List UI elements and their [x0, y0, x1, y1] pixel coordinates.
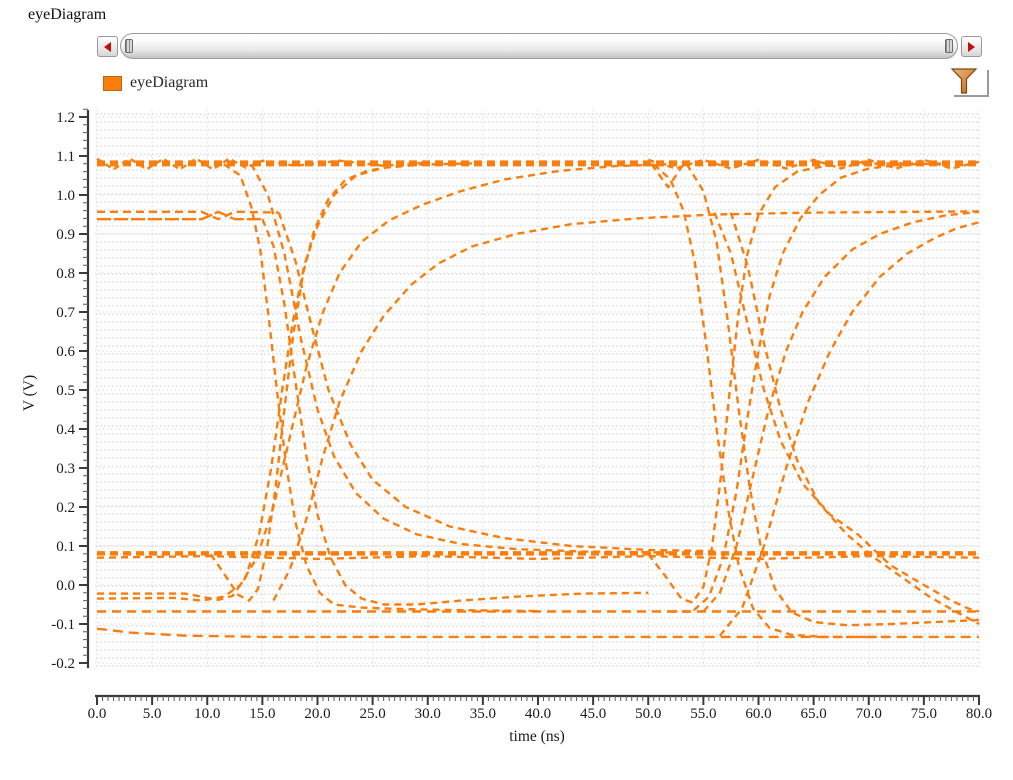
scrollbar-thumb[interactable] [120, 33, 958, 59]
trace-level-096-lower [97, 210, 263, 221]
trace-rise2-fast [670, 162, 946, 613]
x-tick-label: 20.0 [304, 706, 330, 722]
major-gridlines [95, 109, 980, 669]
trace-rise2-slowest [718, 221, 980, 637]
y-tick-label: 0.5 [56, 383, 75, 399]
y-tick-label: 0.9 [56, 227, 75, 243]
trace-level-096-upper [97, 210, 279, 221]
x-major-ticks [96, 696, 980, 705]
corner-bracket-icon [954, 70, 989, 97]
trace-rise1-slow [272, 210, 980, 602]
trace-notch-spur [650, 163, 685, 189]
trace-rise1-fast [97, 162, 472, 601]
x-tick-label: 25.0 [360, 706, 386, 722]
trace-low-line-m013 [96, 627, 979, 639]
x-tick-label: 45.0 [580, 706, 606, 722]
scroll-left-button[interactable] [97, 36, 118, 57]
x-tick-label: 55.0 [690, 706, 716, 722]
x-tick-label: 15.0 [249, 706, 275, 722]
trace-rise2-slow [702, 210, 980, 613]
trace-fall1-slower [277, 212, 715, 553]
x-tick-label: 10.0 [194, 706, 220, 722]
x-tick-label: 35.0 [470, 706, 496, 722]
trace-rise2-dip [647, 162, 913, 604]
y-tick-label: 1.2 [56, 110, 75, 126]
y-tick-label: -0.2 [51, 656, 75, 672]
x-tick-label: 75.0 [911, 706, 937, 722]
plot-grid-stipple [95, 110, 980, 668]
y-tick-label: 1.0 [56, 188, 75, 204]
x-minor-ticks [102, 696, 974, 701]
trace-high-band-weave-left [96, 157, 428, 171]
y-tick-label: 0.8 [56, 266, 75, 282]
trace-fall2-slower [729, 212, 980, 626]
scrollbar-grip-right-icon[interactable] [945, 39, 953, 53]
x-tick-label: 50.0 [635, 706, 661, 722]
trace-fall1-mid [261, 218, 649, 606]
x-tick-label: 65.0 [801, 706, 827, 722]
y-axis-title: V (V) [21, 375, 38, 411]
y-tick-label: 0.2 [56, 500, 75, 516]
x-tick-label: 70.0 [856, 706, 882, 722]
y-major-ticks [79, 116, 88, 664]
y-tick-label: 0.0 [56, 578, 75, 594]
trace-fall2-slow [713, 212, 980, 613]
trace-high-band-weave-right [647, 158, 980, 170]
y-tick-label: 1.1 [56, 149, 75, 165]
x-tick-label: 5.0 [143, 706, 162, 722]
x-axis-title: time (ns) [509, 728, 565, 745]
x-tick-label: 80.0 [966, 706, 992, 722]
legend-item[interactable]: eyeDiagram [103, 74, 208, 92]
trace-fall2-mid [685, 163, 980, 627]
y-minor-ticks [83, 108, 88, 656]
trace-fall1-fast [223, 163, 539, 613]
y-tick-label: -0.1 [51, 617, 75, 633]
trace-fall2-fast [652, 163, 891, 639]
right-triangle-icon [968, 41, 975, 52]
trace-low-line-007 [96, 554, 980, 561]
x-tick-label: 40.0 [525, 706, 551, 722]
trace-fall1-slow [250, 163, 671, 554]
x-tick-label: 30.0 [415, 706, 441, 722]
y-tick-label: 0.1 [56, 539, 75, 555]
x-tick-label: 60.0 [745, 706, 771, 722]
legend-label: eyeDiagram [130, 74, 209, 91]
trace-group [96, 157, 980, 639]
legend-swatch [103, 75, 122, 91]
window-title: eyeDiagram [28, 6, 107, 23]
funnel-icon [950, 68, 989, 97]
left-triangle-icon [104, 41, 111, 52]
y-tick-label: 0.4 [56, 422, 75, 438]
trace-rise1-mid [96, 163, 671, 602]
y-tick-label: 0.6 [56, 344, 75, 360]
trace-rise1-dip [209, 163, 428, 602]
scroll-right-button[interactable] [961, 36, 982, 57]
y-tick-label: 0.3 [56, 461, 75, 477]
filter-funnel-button[interactable] [948, 66, 992, 100]
scrollbar-grip-left-icon[interactable] [125, 39, 133, 53]
y-tick-label: 0.7 [56, 305, 75, 321]
x-tick-label: 0.0 [88, 706, 107, 722]
